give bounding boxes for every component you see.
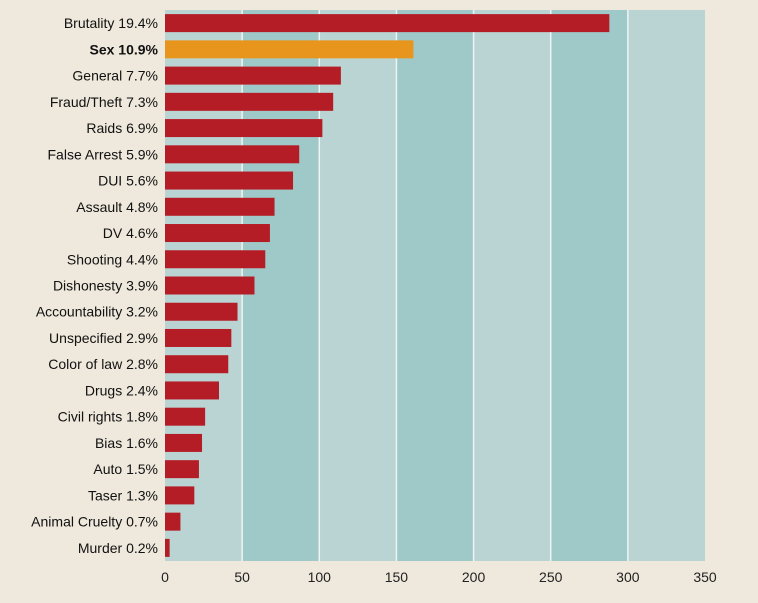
x-tick-label-100: 100 — [308, 569, 332, 585]
category-label-1: Sex 10.9% — [90, 41, 159, 57]
category-label-5: False Arrest 5.9% — [48, 146, 159, 162]
bar-4 — [165, 119, 323, 138]
bar-3 — [165, 92, 334, 111]
category-label-17: Auto 1.5% — [93, 461, 158, 477]
x-tick-label-200: 200 — [462, 569, 486, 585]
category-label-13: Color of law 2.8% — [48, 356, 158, 372]
category-label-11: Accountability 3.2% — [36, 304, 158, 320]
category-label-16: Bias 1.6% — [95, 435, 158, 451]
bar-10 — [165, 276, 255, 295]
plot-band-2 — [319, 10, 397, 561]
x-axis-tick-labels: 0 50 100 150 200 250 300 350 — [161, 569, 717, 585]
x-tick-label-300: 300 — [616, 569, 640, 585]
bar-13 — [165, 355, 229, 374]
bar-8 — [165, 224, 270, 243]
x-tick-label-150: 150 — [385, 569, 409, 585]
plot-band-3 — [396, 10, 474, 561]
category-label-0: Brutality 19.4% — [64, 15, 158, 31]
bar-0 — [165, 14, 610, 33]
bar-6 — [165, 171, 294, 190]
category-label-4: Raids 6.9% — [86, 120, 158, 136]
plot-band-6 — [627, 10, 705, 561]
category-label-3: Fraud/Theft 7.3% — [50, 94, 158, 110]
category-label-7: Assault 4.8% — [76, 199, 158, 215]
bar-19 — [165, 512, 181, 531]
bar-14 — [165, 381, 219, 400]
x-tick-label-250: 250 — [539, 569, 563, 585]
bar-17 — [165, 460, 199, 479]
category-label-20: Murder 0.2% — [78, 540, 158, 556]
bar-11 — [165, 302, 238, 321]
category-label-8: DV 4.6% — [103, 225, 158, 241]
category-label-6: DUI 5.6% — [98, 173, 158, 189]
plot-band-4 — [473, 10, 551, 561]
x-tick-label-350: 350 — [693, 569, 717, 585]
bar-12 — [165, 328, 232, 347]
bars — [165, 14, 610, 557]
bar-9 — [165, 250, 266, 269]
category-label-14: Drugs 2.4% — [85, 382, 158, 398]
category-label-2: General 7.7% — [72, 68, 158, 84]
x-tick-label-0: 0 — [161, 569, 169, 585]
bar-16 — [165, 433, 203, 452]
plot-band-5 — [550, 10, 628, 561]
category-label-9: Shooting 4.4% — [67, 251, 158, 267]
category-label-12: Unspecified 2.9% — [49, 330, 158, 346]
bar-18 — [165, 486, 195, 505]
bar-5 — [165, 145, 300, 164]
category-label-10: Dishonesty 3.9% — [53, 278, 158, 294]
category-labels: Brutality 19.4% Sex 10.9% General 7.7% Frau… — [31, 15, 158, 556]
bar-20 — [165, 538, 170, 557]
bar-2 — [165, 66, 341, 85]
bar-7 — [165, 197, 275, 216]
category-label-19: Animal Cruelty 0.7% — [31, 514, 158, 530]
bar-1 — [165, 40, 414, 59]
category-label-15: Civil rights 1.8% — [58, 409, 158, 425]
bar-15 — [165, 407, 206, 426]
x-tick-label-50: 50 — [234, 569, 250, 585]
category-label-18: Taser 1.3% — [88, 487, 158, 503]
